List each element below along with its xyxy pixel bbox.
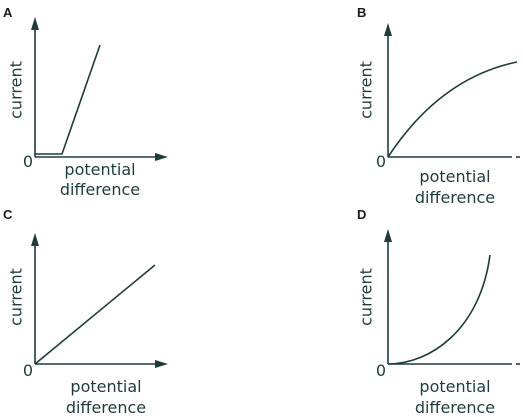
x-axis-label: potential [419,167,490,186]
y-axis-label: current [357,268,376,326]
panel-label: B [357,5,366,20]
arrowhead [384,229,392,242]
curve [387,61,518,158]
arrowhead [384,23,392,36]
x-axis-label: potential [70,377,141,396]
arrowhead [31,233,39,246]
panel: B current 0 potential difference [357,5,520,207]
origin-label: 0 [376,361,386,380]
x-axis-label: potential [64,160,135,179]
panel: A current 0 potential difference [3,5,168,199]
panel: C current 0 potential difference [3,207,168,417]
arrowhead [155,153,168,161]
y-axis-label: current [7,268,26,326]
curve [387,254,491,365]
panel-label: D [357,207,366,222]
x-axis-label: difference [66,398,146,417]
curve [34,264,156,365]
x-axis-label: potential [419,377,490,396]
arrowhead [31,17,39,30]
panel-label: C [3,207,13,222]
y-axis-label: current [357,61,376,119]
arrowhead [155,360,168,368]
curve [35,44,101,155]
origin-label: 0 [23,152,33,171]
y-axis-label: current [7,61,26,119]
panel-label: A [3,5,13,20]
x-axis-label: difference [60,180,140,199]
origin-label: 0 [23,361,33,380]
origin-label: 0 [376,152,386,171]
panel: D current 0 potential difference [357,207,520,417]
x-axis-label: difference [415,398,495,417]
x-axis-label: difference [415,188,495,207]
